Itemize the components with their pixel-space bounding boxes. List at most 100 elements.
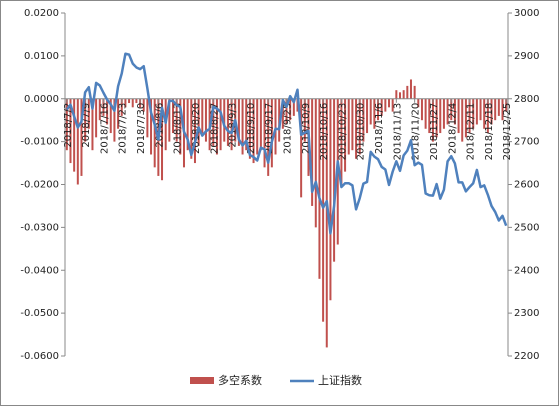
y-tick-label: -0.0300 [20, 222, 59, 233]
bar [446, 98, 449, 125]
bar [76, 98, 79, 185]
bar [483, 98, 486, 129]
x-tick-label: 2018/9/17 [264, 103, 275, 154]
y2-tick-label: 2200 [514, 351, 539, 362]
bar [369, 98, 372, 125]
bar [300, 98, 303, 198]
bar [388, 98, 391, 108]
x-tick-label: 2018/7/9 [81, 103, 92, 148]
bar [325, 98, 328, 348]
bar [366, 98, 369, 134]
bar [215, 98, 218, 155]
y2-tick-label: 3000 [514, 8, 539, 19]
bar [252, 98, 255, 164]
x-tick-label: 2018/12/25 [502, 103, 513, 161]
bar [212, 98, 215, 146]
bar [395, 90, 398, 99]
bar [223, 98, 226, 142]
bar [270, 98, 273, 168]
bar [329, 98, 332, 301]
bar [398, 92, 401, 99]
bar [153, 98, 156, 168]
bar [468, 98, 471, 134]
y-tick-label: -0.0600 [20, 351, 59, 362]
bar [428, 98, 431, 134]
legend-swatch [190, 377, 214, 384]
bar [431, 98, 434, 142]
bar [98, 98, 101, 121]
bar [95, 98, 98, 138]
bar [380, 98, 383, 116]
bar [204, 98, 207, 142]
bar [362, 98, 365, 142]
bar [256, 98, 259, 155]
bar [172, 98, 175, 134]
bar [402, 90, 405, 99]
x-tick-label: 2018/7/23 [118, 103, 129, 154]
bar [406, 85, 409, 99]
y2-tick-label: 2400 [514, 265, 539, 276]
bar [237, 98, 240, 146]
x-tick-label: 2018/11/6 [374, 103, 385, 154]
bar [457, 98, 460, 134]
bar [420, 98, 423, 121]
x-tick-label: 2018/9/25 [283, 103, 294, 154]
bar [186, 98, 189, 151]
bar [106, 98, 109, 125]
y2-tick-label: 2300 [514, 308, 539, 319]
bar [497, 98, 500, 116]
bar [175, 98, 178, 142]
y2-tick-label: 2600 [514, 180, 539, 191]
bar [179, 98, 182, 155]
bar [193, 98, 196, 164]
bar [453, 98, 456, 125]
bar [391, 98, 394, 112]
bar [450, 98, 453, 121]
bar [274, 98, 277, 155]
y-tick-label: 0.0100 [24, 51, 59, 62]
bar [417, 98, 420, 108]
bar [355, 98, 358, 159]
y-tick-label: 0.0000 [24, 94, 59, 105]
bar [226, 98, 229, 146]
bar [65, 98, 68, 151]
y2-tick-label: 2700 [514, 137, 539, 148]
bar [73, 98, 76, 172]
bar [241, 98, 244, 155]
bar [164, 98, 167, 151]
bar [124, 98, 127, 108]
bar [150, 98, 153, 155]
legend-label: 上证指数 [318, 373, 362, 387]
bar [248, 98, 251, 159]
x-tick-label: 2018/11/20 [411, 103, 422, 161]
bar [318, 98, 321, 279]
x-tick-label: 2018/7/16 [99, 103, 110, 154]
legend-label: 多空系数 [218, 373, 262, 387]
bar [373, 98, 376, 129]
x-tick-label: 2018/12/11 [466, 103, 477, 161]
x-tick-label: 2018/10/9 [301, 103, 312, 154]
bar [69, 98, 72, 164]
x-tick-label: 2018/12/18 [484, 103, 495, 161]
x-tick-label: 2018/8/20 [191, 103, 202, 154]
bar [102, 98, 105, 116]
bar [351, 98, 354, 151]
bar [303, 98, 306, 142]
bar [131, 98, 134, 108]
bar [377, 98, 380, 121]
x-tick-label: 2018/7/2 [63, 103, 74, 148]
bar [505, 98, 508, 112]
y2-tick-label: 2800 [514, 94, 539, 105]
bar [289, 98, 292, 121]
bar [190, 98, 193, 159]
bar [409, 79, 412, 99]
bar [322, 98, 325, 322]
bar [464, 98, 467, 138]
y-tick-label: -0.0200 [20, 180, 59, 191]
bar [384, 98, 387, 112]
bar [486, 98, 489, 134]
x-tick-label: 2018/9/10 [246, 103, 257, 154]
bar [135, 98, 138, 104]
x-tick-label: 2018/8/13 [173, 103, 184, 154]
